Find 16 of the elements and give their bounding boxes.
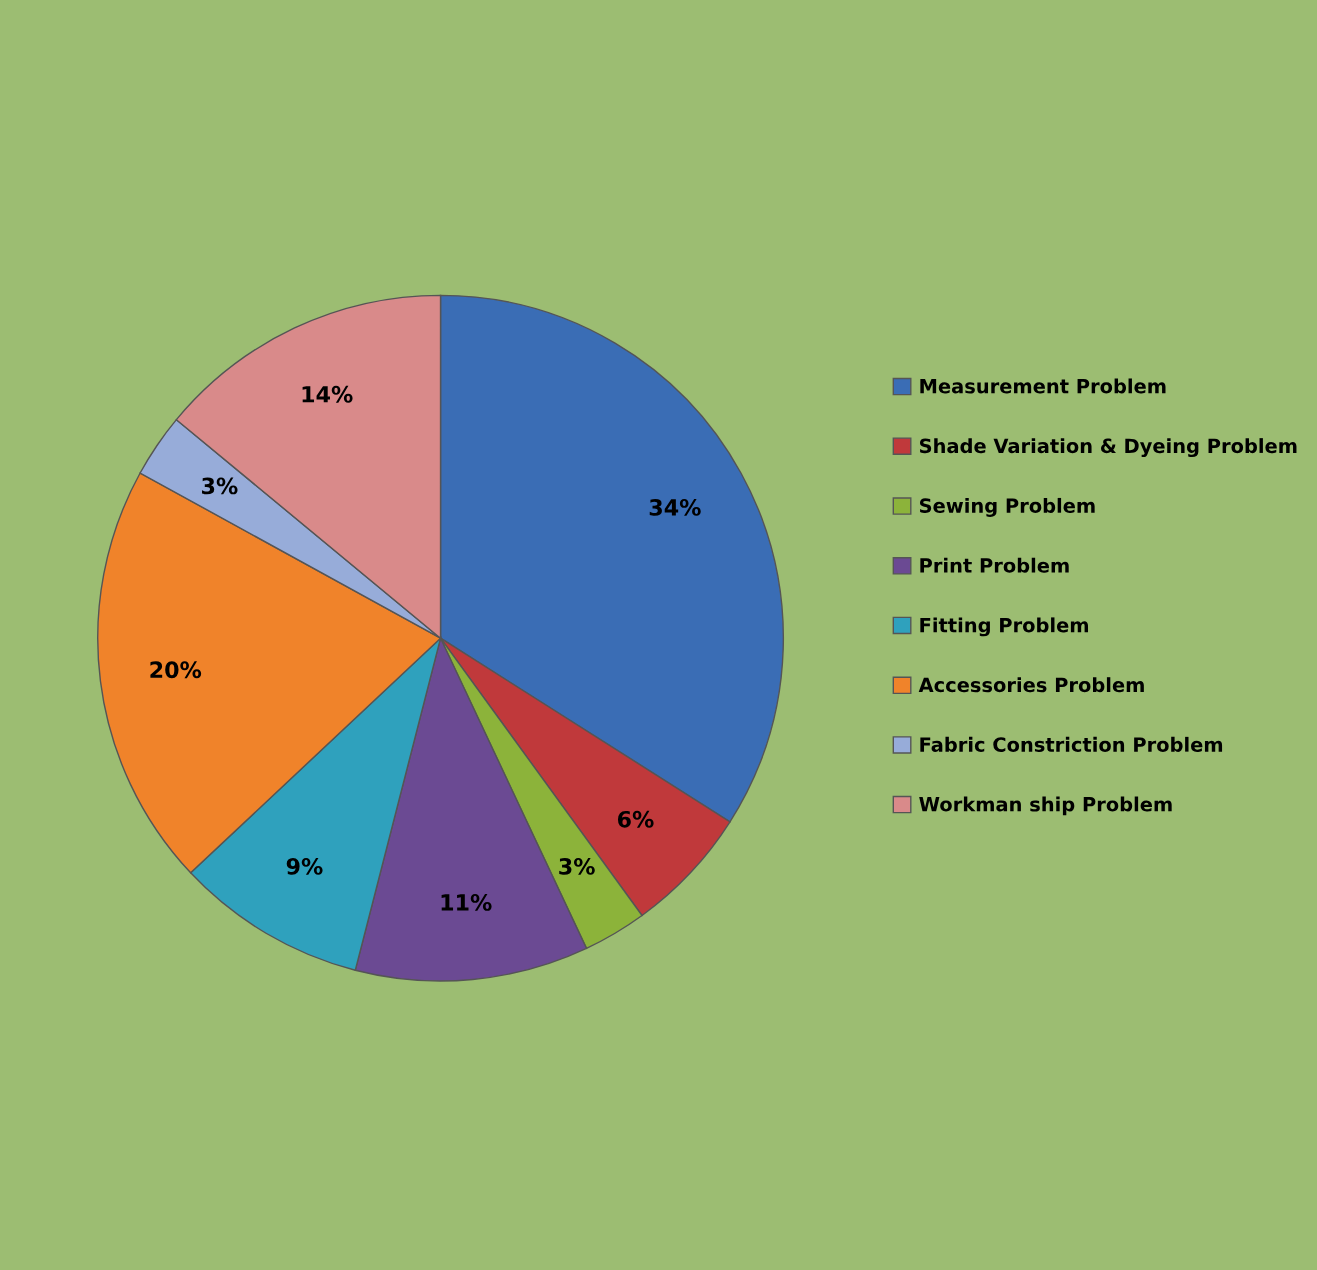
legend-label: Shade Variation & Dyeing Problem <box>919 438 1297 458</box>
data-label: 3% <box>559 857 595 875</box>
legend-label: Print Problem <box>920 557 1069 573</box>
legend-label: Fabric Constriction Problem <box>920 736 1223 752</box>
legend-label: Accessories Problem <box>918 677 1144 693</box>
legend-label: Measurement Problem <box>920 378 1166 394</box>
legend-label: Workman ship Problem <box>919 796 1172 816</box>
data-label: 20% <box>150 661 202 679</box>
data-label: 6% <box>617 810 654 828</box>
data-label: 14% <box>302 385 353 403</box>
data-label: 34% <box>649 499 701 516</box>
data-label: 9% <box>286 857 323 875</box>
legend-label: Fitting Problem <box>920 617 1089 637</box>
data-label: 3% <box>202 477 238 495</box>
legend-label: Sewing Problem <box>919 497 1095 517</box>
data-label: 11% <box>441 894 492 911</box>
